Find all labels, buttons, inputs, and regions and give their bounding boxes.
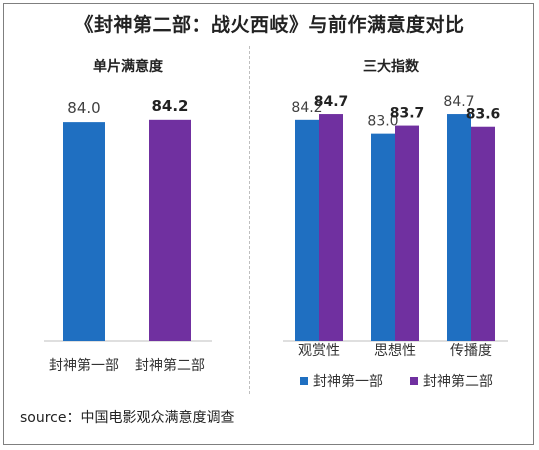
bar-value-label: 84.7 bbox=[314, 94, 349, 110]
bar-series2 bbox=[471, 126, 495, 341]
bar-value-label: 84.2 bbox=[151, 97, 188, 115]
source-note: source：中国电影观众满意度调查 bbox=[20, 410, 235, 426]
bar-value-label: 83.0 bbox=[367, 114, 398, 130]
bar-1 bbox=[63, 122, 105, 342]
left-panel-title: 单片满意度 bbox=[93, 59, 163, 75]
bar-value-label: 83.7 bbox=[390, 106, 425, 122]
bar-series1 bbox=[447, 114, 471, 341]
category-label: 思想性 bbox=[374, 343, 416, 359]
right-panel-title: 三大指数 bbox=[363, 59, 419, 75]
bar-2 bbox=[149, 119, 191, 341]
panel-divider bbox=[249, 46, 250, 394]
legend-swatch-1 bbox=[300, 377, 308, 385]
legend-swatch-2 bbox=[410, 377, 418, 385]
bar-value-label: 84.2 bbox=[291, 100, 322, 116]
category-label: 封神第二部 bbox=[135, 357, 205, 374]
legend-label: 封神第二部 bbox=[423, 373, 493, 390]
bar-value-label: 84.0 bbox=[67, 99, 100, 117]
bar-value-label: 83.6 bbox=[466, 107, 501, 123]
category-label: 封神第一部 bbox=[49, 357, 119, 374]
bar-series2 bbox=[319, 114, 343, 341]
bar-series2 bbox=[395, 125, 419, 342]
category-label: 观赏性 bbox=[298, 343, 340, 359]
bar-series1 bbox=[371, 133, 395, 341]
legend-label: 封神第一部 bbox=[313, 373, 383, 390]
bar-value-label: 84.7 bbox=[443, 94, 474, 110]
bar-series1 bbox=[295, 119, 319, 341]
chart-title: 《封神第二部：战火西岐》与前作满意度对比 bbox=[74, 14, 465, 36]
category-label: 传播度 bbox=[450, 343, 492, 359]
